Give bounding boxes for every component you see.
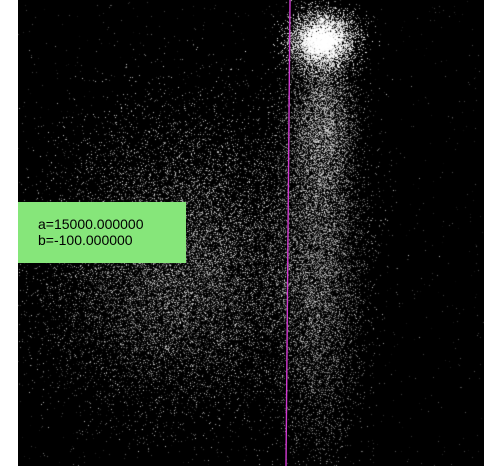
overlay-layer [285,0,291,466]
fitted-line[interactable] [285,0,291,466]
parameter-label-box: a=15000.000000 b=-100.000000 [18,202,186,263]
param-b-text: b=-100.000000 [38,232,133,248]
scatter-plot-viewport[interactable]: a=15000.000000 b=-100.000000 [18,0,484,466]
param-a-text: a=15000.000000 [38,216,144,232]
